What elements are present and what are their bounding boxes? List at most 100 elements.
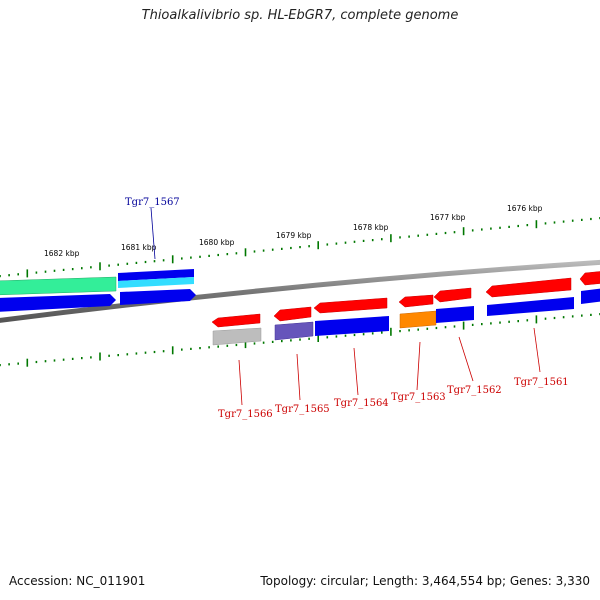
ruler-minor-tick [408,235,410,238]
ruler-minor-tick [399,330,401,333]
ruler-major-tick [390,234,392,243]
ruler-minor-tick [362,333,365,336]
ruler-minor-tick [544,222,547,225]
ruler-major-tick [99,352,101,361]
outer-ruler [0,217,600,278]
ruler-minor-tick [517,320,519,323]
cds-feature-blue-long-left[interactable] [0,294,116,312]
kbp-label-1678: 1678 kbp [353,223,389,232]
ruler-minor-tick [271,248,274,251]
ruler-minor-tick [562,316,565,319]
ruler-minor-tick [381,238,383,241]
ruler-minor-tick [344,241,347,244]
cds-feature-blue-edge[interactable] [581,288,600,304]
kbp-label-1681: 1681 kbp [121,243,157,252]
ruler-major-tick [535,220,538,229]
cds-feature-red-1566[interactable] [211,313,261,328]
cds-feature-cyan[interactable] [118,277,194,288]
ruler-minor-tick [571,219,574,222]
cds-feature-red-edge[interactable] [579,271,600,286]
ruler-minor-tick [199,347,201,350]
ruler-minor-tick [262,341,265,344]
ruler-minor-tick [490,227,492,230]
ruler-minor-tick [417,234,419,237]
gene-label-tgr7-1565[interactable]: Tgr7_1565 [275,404,330,415]
ruler-minor-tick [44,270,47,273]
inner-ruler [0,313,600,367]
cds-feature-red-1561[interactable] [485,277,572,298]
ruler-minor-tick [499,226,501,229]
ruler-minor-tick [190,256,192,259]
ruler-minor-tick [8,363,10,366]
connector-1567 [150,207,156,260]
kbp-label-1677: 1677 kbp [430,213,466,222]
ruler-minor-tick [135,261,138,264]
ruler-minor-tick [426,233,429,236]
ruler-minor-tick [326,336,329,339]
ruler-minor-tick [226,253,229,256]
ruler-minor-tick [562,220,565,223]
ruler-minor-tick [81,357,83,360]
ruler-minor-tick [371,239,374,242]
kbp-label-1682: 1682 kbp [44,249,80,258]
ruler-minor-tick [144,260,147,264]
ruler-minor-tick [444,326,447,329]
connector-1562 [458,336,474,382]
ruler-minor-tick [8,274,10,277]
ruler-minor-tick [281,247,283,250]
ruler-minor-tick [226,344,229,347]
gene-label-tgr7-1566[interactable]: Tgr7_1566 [218,409,273,420]
ruler-minor-tick [108,354,110,357]
ruler-minor-tick [453,325,456,328]
gene-label-tgr7-1564[interactable]: Tgr7_1564 [334,398,389,409]
cds-feature-red-1563b[interactable] [433,287,472,303]
cds-feature-blue-1562[interactable] [436,306,474,323]
ruler-minor-tick [117,263,119,266]
ruler-minor-tick [299,246,301,249]
ruler-minor-tick [199,255,201,258]
ruler-minor-tick [144,351,147,354]
ruler-minor-tick [190,347,192,350]
ruler-minor-tick [417,328,419,331]
ruler-minor-tick [326,243,329,246]
ruler-minor-tick [253,250,256,253]
cds-feature-orange-1563[interactable] [399,310,437,329]
ruler-major-tick [99,262,101,271]
ruler-minor-tick [444,231,447,235]
cds-feature-gray-1566[interactable] [212,327,262,346]
ruler-minor-tick [153,260,156,263]
gene-label-tgr7-1562[interactable]: Tgr7_1562 [447,385,502,396]
gene-label-tgr7-1561[interactable]: Tgr7_1561 [514,377,569,388]
ruler-minor-tick [90,266,92,269]
ruler-minor-tick [253,342,256,345]
ruler-major-tick [462,227,465,236]
ruler-minor-tick [62,268,65,271]
ruler-minor-tick [471,229,474,232]
topology-text: Topology: circular; Length: 3,464,554 bp… [260,574,590,588]
ruler-minor-tick [517,224,519,228]
cds-feature-blue-1561[interactable] [487,297,574,316]
cds-feature-blue-1564[interactable] [315,316,389,336]
cds-feature-blue-short-left[interactable] [120,289,196,305]
ruler-minor-tick [362,239,365,242]
ruler-minor-tick [581,218,583,221]
ruler-minor-tick [571,315,574,318]
ruler-minor-tick [508,320,510,323]
gene-label-tgr7-1563[interactable]: Tgr7_1563 [391,392,446,403]
ruler-minor-tick [153,350,156,354]
cds-feature-teal[interactable] [0,276,117,296]
genome-backbone [0,259,600,323]
cds-feature-purple-1565[interactable] [274,321,314,341]
cds-feature-red-1563a[interactable] [398,294,434,308]
gene-label-tgr7-1567[interactable]: Tgr7_1567 [125,197,180,208]
ruler-minor-tick [108,264,110,267]
ruler-minor-tick [17,362,19,365]
cds-feature-red-1564[interactable] [313,297,388,314]
cds-feature-red-1565[interactable] [273,306,312,322]
ruler-major-tick [390,327,392,336]
ruler-major-tick [171,255,174,264]
ruler-minor-tick [217,345,219,348]
ruler-minor-tick [181,257,183,260]
ruler-major-tick [317,334,319,342]
